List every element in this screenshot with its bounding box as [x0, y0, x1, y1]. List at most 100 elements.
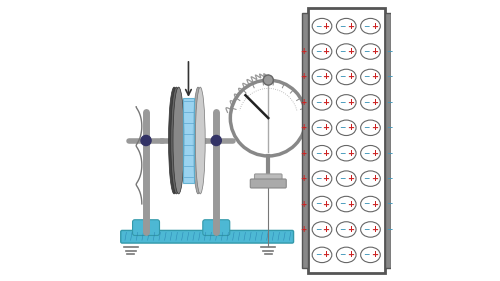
Ellipse shape — [360, 44, 380, 59]
Text: −: − — [364, 22, 370, 31]
Text: −: − — [364, 174, 370, 183]
Text: +: + — [346, 123, 354, 132]
Ellipse shape — [336, 146, 356, 161]
Text: −: − — [315, 98, 322, 107]
Text: −: − — [339, 250, 345, 259]
Text: −: − — [364, 47, 370, 56]
Text: −: − — [386, 47, 392, 56]
Text: −: − — [315, 250, 322, 259]
Text: +: + — [322, 174, 330, 183]
Circle shape — [230, 80, 306, 156]
Ellipse shape — [336, 18, 356, 34]
Text: −: − — [339, 123, 345, 132]
Text: −: − — [339, 149, 345, 158]
Bar — [308, 8, 385, 273]
Text: −: − — [339, 200, 345, 209]
Ellipse shape — [336, 247, 356, 263]
Ellipse shape — [336, 196, 356, 212]
Text: +: + — [346, 22, 354, 31]
FancyBboxPatch shape — [203, 220, 230, 235]
Ellipse shape — [360, 247, 380, 263]
Ellipse shape — [312, 146, 332, 161]
Text: +: + — [371, 174, 378, 183]
Circle shape — [141, 135, 151, 146]
Text: −: − — [386, 72, 392, 81]
Text: +: + — [322, 22, 330, 31]
Text: −: − — [339, 22, 345, 31]
Ellipse shape — [171, 87, 182, 194]
Ellipse shape — [336, 44, 356, 59]
Text: −: − — [315, 149, 322, 158]
Ellipse shape — [312, 18, 332, 34]
Bar — [183, 98, 194, 183]
Text: −: − — [386, 98, 392, 107]
Ellipse shape — [173, 87, 184, 194]
Text: +: + — [371, 123, 378, 132]
Ellipse shape — [360, 18, 380, 34]
Text: −: − — [315, 47, 322, 56]
Text: −: − — [386, 123, 392, 132]
Text: +: + — [371, 72, 378, 81]
Text: −: − — [315, 225, 322, 234]
Text: +: + — [371, 250, 378, 259]
Text: +: + — [371, 225, 378, 234]
Ellipse shape — [360, 69, 380, 85]
Ellipse shape — [312, 95, 332, 110]
Ellipse shape — [360, 196, 380, 212]
Text: −: − — [339, 174, 345, 183]
Text: +: + — [371, 200, 378, 209]
Ellipse shape — [360, 95, 380, 110]
Text: −: − — [364, 123, 370, 132]
Text: +: + — [300, 149, 306, 158]
Text: +: + — [346, 47, 354, 56]
Text: −: − — [315, 200, 322, 209]
Text: +: + — [371, 149, 378, 158]
Ellipse shape — [312, 171, 332, 186]
Ellipse shape — [168, 87, 180, 194]
Ellipse shape — [312, 120, 332, 135]
Text: +: + — [346, 98, 354, 107]
Text: +: + — [300, 47, 306, 56]
Text: −: − — [315, 72, 322, 81]
Ellipse shape — [336, 95, 356, 110]
Ellipse shape — [312, 69, 332, 85]
Ellipse shape — [312, 196, 332, 212]
Text: +: + — [300, 174, 306, 183]
Text: +: + — [300, 98, 306, 107]
Text: −: − — [364, 72, 370, 81]
Text: −: − — [339, 72, 345, 81]
FancyBboxPatch shape — [254, 174, 282, 182]
Text: +: + — [371, 47, 378, 56]
Text: −: − — [386, 200, 392, 209]
Ellipse shape — [336, 222, 356, 237]
Text: +: + — [300, 225, 306, 234]
Circle shape — [211, 135, 222, 146]
Text: −: − — [386, 225, 392, 234]
Ellipse shape — [336, 171, 356, 186]
Bar — [302, 13, 308, 268]
Text: +: + — [300, 72, 306, 81]
FancyBboxPatch shape — [120, 230, 294, 243]
Circle shape — [263, 75, 274, 85]
Text: −: − — [364, 250, 370, 259]
Text: +: + — [322, 149, 330, 158]
Ellipse shape — [360, 146, 380, 161]
Text: +: + — [300, 200, 306, 209]
Text: +: + — [322, 250, 330, 259]
Text: −: − — [339, 47, 345, 56]
Text: −: − — [339, 225, 345, 234]
Text: +: + — [322, 123, 330, 132]
Ellipse shape — [360, 171, 380, 186]
Ellipse shape — [193, 87, 203, 194]
Text: −: − — [315, 123, 322, 132]
Text: −: − — [315, 174, 322, 183]
Text: −: − — [386, 174, 392, 183]
Ellipse shape — [312, 44, 332, 59]
Bar — [385, 13, 390, 268]
Text: +: + — [322, 72, 330, 81]
Text: +: + — [371, 22, 378, 31]
Text: −: − — [364, 225, 370, 234]
Text: −: − — [364, 98, 370, 107]
FancyBboxPatch shape — [250, 179, 286, 188]
FancyBboxPatch shape — [132, 220, 160, 235]
